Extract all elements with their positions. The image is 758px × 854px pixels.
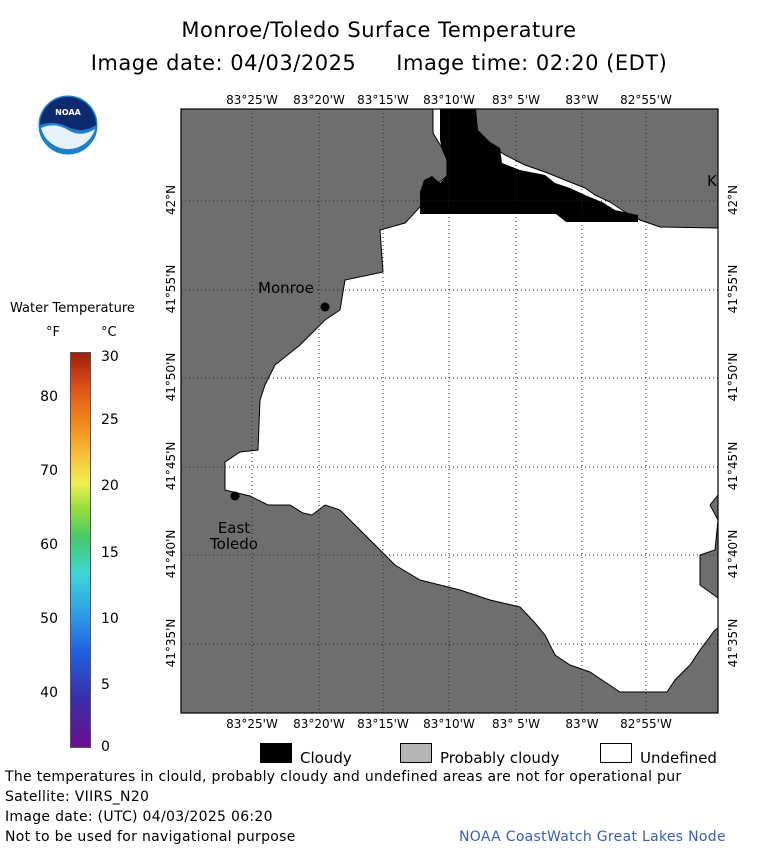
key-probably-cloudy-swatch — [400, 743, 432, 763]
lake-erie-water — [224, 108, 719, 693]
footer-utc-date: Image date: (UTC) 04/03/2025 06:20 — [5, 809, 273, 825]
lat-right-41-35: 41°35'N — [726, 618, 740, 668]
footer-nav-warning: Not to be used for navigational purpose — [5, 829, 296, 845]
lon-bottom-83-25: 83°25'W — [226, 717, 278, 731]
tick-c-30: 30 — [101, 349, 119, 365]
place-east-toledo: East Toledo — [204, 520, 264, 552]
tick-c-15: 15 — [101, 545, 119, 561]
lat-left-41-55: 41°55'N — [164, 264, 178, 314]
lon-top-83-00: 83°W — [565, 93, 599, 107]
lon-top-83-20: 83°20'W — [293, 93, 345, 107]
legend-title: Water Temperature — [10, 301, 135, 316]
footer-disclaimer: The temperatures in clould, probably clo… — [5, 769, 682, 785]
map-frame — [180, 108, 719, 714]
lat-right-41-50: 41°50'N — [726, 352, 740, 402]
lat-right-41-45: 41°45'N — [726, 441, 740, 491]
key-undefined-label: Undefined — [640, 749, 717, 767]
tick-f-70: 70 — [40, 463, 58, 479]
footer-credit: NOAA CoastWatch Great Lakes Node — [459, 829, 726, 845]
key-cloudy-swatch — [260, 743, 292, 763]
lat-right-41-40: 41°40'N — [726, 529, 740, 579]
key-undefined-swatch — [600, 743, 632, 763]
tick-f-80: 80 — [40, 389, 58, 405]
lon-top-83-15: 83°15'W — [357, 93, 409, 107]
map-subtitle: Image date: 04/03/2025 Image time: 02:20 … — [0, 51, 758, 75]
lat-left-41-35: 41°35'N — [164, 618, 178, 668]
temperature-colorbar — [70, 352, 91, 748]
place-monroe: Monroe — [258, 279, 314, 297]
map-grid — [181, 109, 718, 713]
east-toledo-marker — [230, 491, 240, 501]
lon-bottom-83-10: 83°10'W — [423, 717, 475, 731]
lon-bottom-82-55: 82°55'W — [620, 717, 672, 731]
tick-c-0: 0 — [101, 739, 110, 755]
key-probably-cloudy-label: Probably cloudy — [440, 749, 560, 767]
lat-right-42: 42°N — [726, 184, 740, 216]
lat-left-41-45: 41°45'N — [164, 441, 178, 491]
footer-satellite: Satellite: VIIRS_N20 — [5, 789, 150, 805]
lon-bottom-83-15: 83°15'W — [357, 717, 409, 731]
lon-top-82-55: 82°55'W — [620, 93, 672, 107]
lon-top-83-10: 83°10'W — [423, 93, 475, 107]
unit-fahrenheit: °F — [46, 325, 60, 340]
lat-left-41-50: 41°50'N — [164, 352, 178, 402]
monroe-marker — [320, 302, 330, 312]
lat-left-41-40: 41°40'N — [164, 529, 178, 579]
tick-f-40: 40 — [40, 685, 58, 701]
noaa-logo-icon: NOAA — [37, 94, 99, 156]
place-east-toledo-line2: Toledo — [210, 535, 258, 553]
noaa-logo-text: NOAA — [55, 108, 81, 117]
tick-f-50: 50 — [40, 611, 58, 627]
tick-c-20: 20 — [101, 478, 119, 494]
tick-c-10: 10 — [101, 611, 119, 627]
key-cloudy-label: Cloudy — [300, 749, 352, 767]
unit-celsius: °C — [101, 325, 117, 340]
lon-bottom-83-20: 83°20'W — [293, 717, 345, 731]
lat-right-41-55: 41°55'N — [726, 264, 740, 314]
lon-bottom-83-00: 83°W — [565, 717, 599, 731]
image-time-label: Image time: 02:20 (EDT) — [396, 51, 668, 75]
cloud-area — [420, 109, 638, 222]
lon-bottom-83-05: 83° 5'W — [492, 717, 540, 731]
tick-f-60: 60 — [40, 537, 58, 553]
tick-c-5: 5 — [101, 677, 110, 693]
place-edge-label: K — [707, 172, 717, 190]
place-east-toledo-line1: East — [217, 519, 251, 537]
image-date-label: Image date: 04/03/2025 — [90, 51, 357, 75]
map-title: Monroe/Toledo Surface Temperature — [181, 18, 577, 42]
lat-left-42: 42°N — [164, 184, 178, 216]
lon-top-83-25: 83°25'W — [226, 93, 278, 107]
tick-c-25: 25 — [101, 412, 119, 428]
lon-top-83-05: 83° 5'W — [492, 93, 540, 107]
